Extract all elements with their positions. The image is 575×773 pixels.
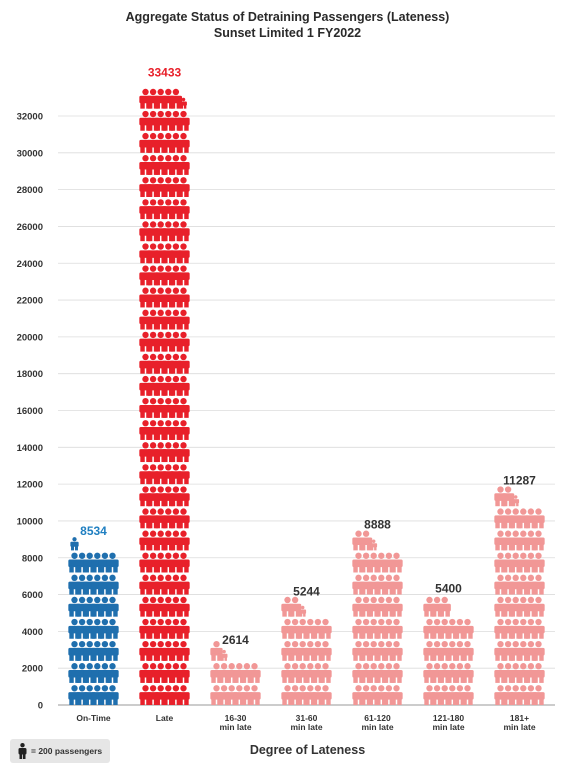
y-tick-label: 10000 bbox=[17, 516, 43, 527]
y-tick-label: 32000 bbox=[17, 112, 43, 123]
x-tick-label: 16-30 min late bbox=[219, 713, 251, 732]
x-tick-label: 121-180 min late bbox=[432, 713, 464, 732]
bar-3 bbox=[281, 596, 332, 705]
data-label: 8888 bbox=[364, 517, 391, 531]
y-tick-label: 20000 bbox=[17, 332, 43, 343]
x-tick-label: Late bbox=[156, 713, 174, 723]
y-tick-label: 22000 bbox=[17, 296, 43, 307]
y-tick-label: 12000 bbox=[17, 480, 43, 491]
bar-6 bbox=[494, 486, 545, 705]
y-tick-label: 2000 bbox=[22, 664, 43, 675]
person-icon bbox=[18, 743, 27, 759]
y-tick-label: 0 bbox=[38, 701, 43, 712]
y-tick-label: 8000 bbox=[22, 553, 43, 564]
data-label: 5244 bbox=[293, 585, 320, 599]
bar-0 bbox=[68, 537, 119, 705]
y-tick-label: 18000 bbox=[17, 369, 43, 380]
y-tick-label: 28000 bbox=[17, 185, 43, 196]
legend-label: = 200 passengers bbox=[31, 746, 103, 756]
y-tick-label: 14000 bbox=[17, 443, 43, 454]
y-tick-label: 30000 bbox=[17, 148, 43, 159]
data-label: 2614 bbox=[222, 633, 249, 647]
bar-4 bbox=[352, 530, 403, 705]
bar-5 bbox=[423, 596, 474, 705]
data-label: 5400 bbox=[435, 582, 462, 596]
data-label: 11287 bbox=[503, 473, 536, 487]
y-tick-label: 24000 bbox=[17, 259, 43, 270]
bar-2 bbox=[210, 640, 261, 705]
data-label: 8534 bbox=[80, 524, 107, 538]
y-tick-label: 4000 bbox=[22, 627, 43, 638]
legend: = 200 passengers bbox=[10, 739, 110, 763]
data-label: 33433 bbox=[148, 66, 182, 80]
x-tick-label: 181+ min late bbox=[503, 713, 535, 732]
x-tick-label: On-Time bbox=[76, 713, 111, 723]
bar-1 bbox=[139, 88, 190, 705]
chart-title: Aggregate Status of Detraining Passenger… bbox=[125, 10, 450, 24]
x-axis-title: Degree of Lateness bbox=[249, 743, 366, 757]
y-tick-label: 16000 bbox=[17, 406, 43, 417]
y-tick-label: 6000 bbox=[22, 590, 43, 601]
x-tick-label: 61-120 min late bbox=[361, 713, 393, 732]
x-tick-label: 31-60 min late bbox=[290, 713, 322, 732]
y-tick-label: 26000 bbox=[17, 222, 43, 233]
chart-subtitle: Sunset Limited 1 FY2022 bbox=[213, 26, 362, 40]
